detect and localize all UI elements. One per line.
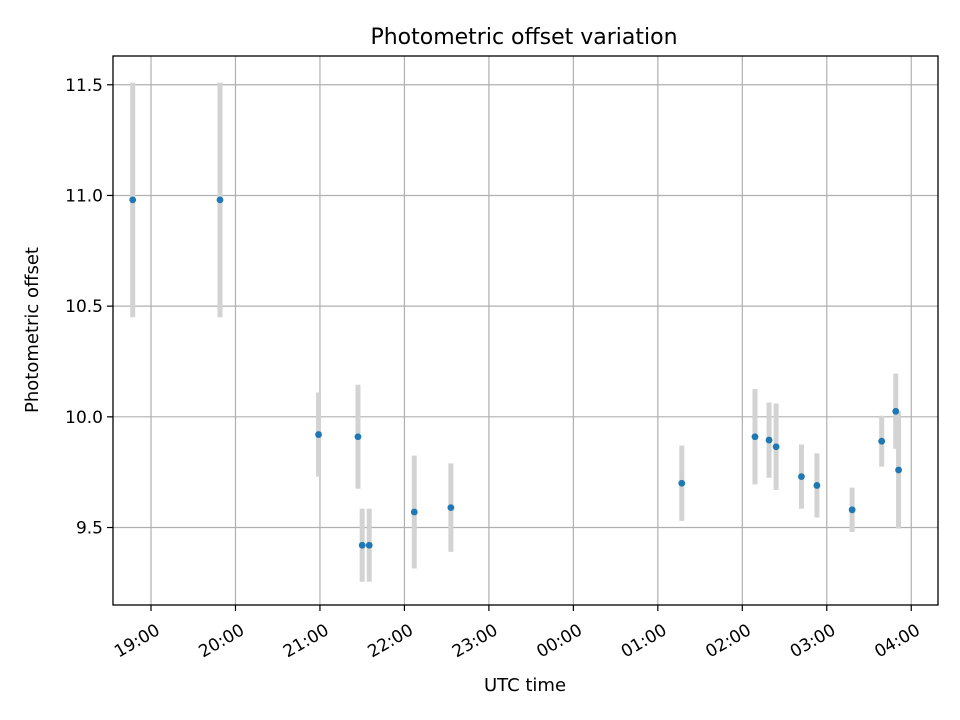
- data-point: [365, 541, 373, 549]
- y-tick-label: 11.0: [65, 186, 103, 206]
- x-tick-label: 21:00: [280, 620, 332, 662]
- data-point: [848, 506, 856, 514]
- data-point: [354, 433, 362, 441]
- x-tick-label: 01:00: [618, 620, 670, 662]
- x-tick-label: 19:00: [111, 620, 163, 662]
- x-axis: 19:00 20:00 21:00 22:00 23:00 00:00 01:00 02:00…: [111, 605, 924, 662]
- x-tick-label: 22:00: [364, 620, 416, 662]
- y-tick-label: 11.5: [65, 76, 103, 96]
- data-points: [129, 196, 902, 549]
- data-point: [772, 443, 780, 451]
- data-point: [895, 466, 902, 474]
- data-point: [878, 437, 886, 445]
- plot-frame: [112, 55, 939, 606]
- data-point: [751, 433, 759, 441]
- x-tick-label: 00:00: [533, 620, 585, 662]
- error-bars: [130, 82, 902, 582]
- x-tick-label: 20:00: [196, 620, 248, 662]
- chart-title: Photometric offset variation: [370, 25, 677, 50]
- data-point: [315, 431, 322, 438]
- data-point: [678, 479, 686, 487]
- x-tick-label: 02:00: [702, 620, 754, 662]
- data-point: [216, 196, 224, 204]
- y-axis-label: Photometric offset: [22, 247, 43, 413]
- x-tick-label: 04:00: [871, 620, 923, 662]
- x-axis-label: UTC time: [484, 675, 566, 696]
- data-point: [798, 473, 805, 481]
- grid: [113, 56, 938, 605]
- data-point: [813, 482, 821, 489]
- x-tick-label: 23:00: [449, 620, 501, 662]
- data-point: [358, 541, 366, 549]
- y-axis: 9.5 10.0 10.5 11.0 11.5: [65, 76, 113, 539]
- y-tick-label: 10.5: [65, 297, 103, 317]
- y-tick-label: 9.5: [76, 519, 103, 539]
- y-tick-label: 10.0: [65, 408, 103, 428]
- data-point: [447, 504, 455, 511]
- data-point: [765, 436, 773, 444]
- data-point: [129, 196, 137, 204]
- x-tick-label: 03:00: [787, 620, 839, 662]
- data-point: [892, 407, 900, 415]
- data-point: [410, 508, 418, 516]
